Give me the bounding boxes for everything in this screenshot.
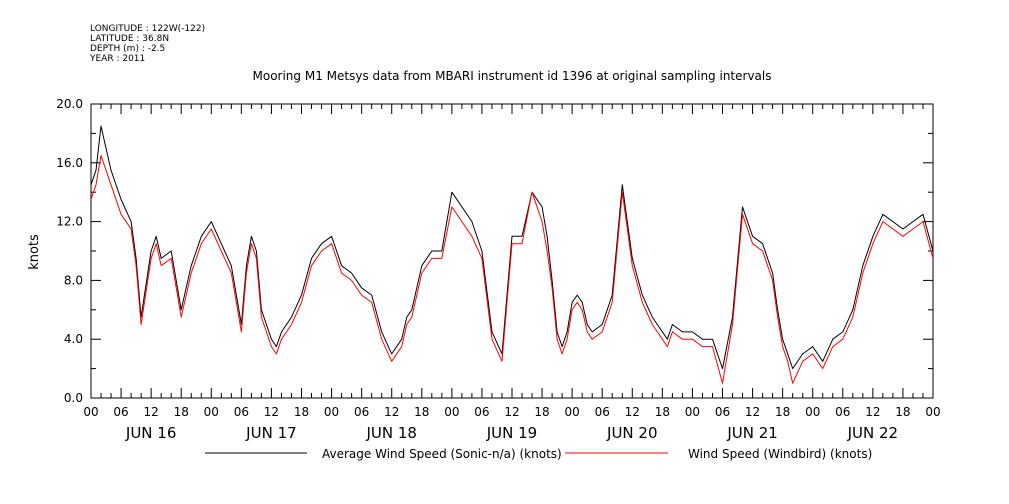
x-tick-label: 18 — [414, 405, 429, 419]
x-tick-label: 00 — [324, 405, 339, 419]
x-tick-label: 12 — [625, 405, 640, 419]
x-tick-label: 00 — [805, 405, 820, 419]
legend: Average Wind Speed (Sonic-n/a) (knots) W… — [205, 447, 872, 461]
x-tick-label: 06 — [715, 405, 730, 419]
legend-label-windbird: Wind Speed (Windbird) (knots) — [688, 447, 872, 461]
x-tick-label: 12 — [504, 405, 519, 419]
y-tick-labels: 0.0 4.0 8.0 12.0 16.0 20.0 — [56, 97, 83, 405]
day-label: JUN 19 — [486, 424, 537, 442]
plot-frame — [90, 103, 934, 399]
y-tick-label: 12.0 — [56, 215, 83, 229]
x-tick-label: 00 — [565, 405, 580, 419]
x-tick-label: 18 — [775, 405, 790, 419]
day-label: JUN 22 — [847, 424, 898, 442]
x-tick-label: 06 — [474, 405, 489, 419]
x-tick-label: 18 — [534, 405, 549, 419]
day-label: JUN 20 — [606, 424, 657, 442]
x-tick-label: 18 — [294, 405, 309, 419]
meta-depth: DEPTH (m) : -2.5 — [90, 44, 165, 54]
x-tick-label: 06 — [113, 405, 128, 419]
axis-ticks — [90, 103, 934, 399]
x-tick-labels: 00 06 12 18 00 06 12 18 00 06 12 18 00 06 12 18 00 06 12 18… — [83, 405, 940, 419]
series-lines — [90, 125, 934, 384]
meta-year: YEAR : 2011 — [89, 54, 145, 64]
x-tick-label: 00 — [444, 405, 459, 419]
x-tick-label: 06 — [595, 405, 610, 419]
x-tick-label: 00 — [685, 405, 700, 419]
y-tick-label: 0.0 — [64, 391, 83, 405]
meta-longitude: LONGITUDE : 122W(-122) — [90, 24, 205, 34]
x-tick-label: 12 — [745, 405, 760, 419]
x-tick-label: 06 — [354, 405, 369, 419]
meta-latitude: LATITUDE : 36.8N — [90, 34, 169, 44]
metadata-block: LONGITUDE : 122W(-122) LATITUDE : 36.8N … — [89, 24, 205, 64]
x-tick-label: 12 — [144, 405, 159, 419]
legend-label-sonic: Average Wind Speed (Sonic-n/a) (knots) — [322, 447, 562, 461]
y-tick-label: 4.0 — [64, 332, 83, 346]
x-tick-label: 06 — [835, 405, 850, 419]
day-label: JUN 21 — [726, 424, 777, 442]
series-line-windbird — [90, 155, 934, 384]
x-tick-label: 18 — [174, 405, 189, 419]
x-tick-label: 12 — [264, 405, 279, 419]
x-tick-label: 00 — [204, 405, 219, 419]
x-tick-label: 18 — [655, 405, 670, 419]
x-tick-label: 00 — [83, 405, 98, 419]
chart-title: Mooring M1 Metsys data from MBARI instru… — [253, 69, 772, 83]
x-tick-label: 00 — [925, 405, 940, 419]
day-label: JUN 17 — [245, 424, 296, 442]
y-axis-label: knots — [27, 234, 42, 270]
x-tick-label: 18 — [895, 405, 910, 419]
x-tick-label: 12 — [384, 405, 399, 419]
y-tick-label: 16.0 — [56, 156, 83, 170]
y-tick-label: 8.0 — [64, 273, 83, 287]
y-tick-label: 20.0 — [56, 97, 83, 111]
day-label: JUN 18 — [365, 424, 416, 442]
series-line-sonic — [90, 125, 934, 370]
day-labels: JUN 16 JUN 17 JUN 18 JUN 19 JUN 20 JUN 21 JUN … — [125, 424, 898, 442]
day-label: JUN 16 — [125, 424, 176, 442]
x-tick-label: 12 — [865, 405, 880, 419]
x-tick-label: 06 — [234, 405, 249, 419]
